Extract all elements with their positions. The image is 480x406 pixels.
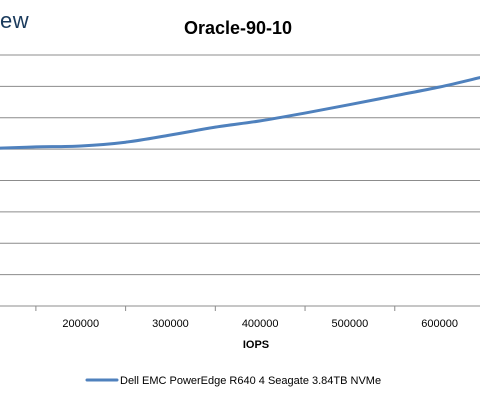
axes (0, 305, 480, 311)
x-tick-label: 300000 (152, 318, 189, 330)
x-tick-label: 400000 (242, 318, 279, 330)
x-tick-labels: 200000 300000 400000 500000 600000 (62, 318, 458, 330)
logo-fragment: ew (0, 8, 30, 33)
gridlines (0, 54, 480, 276)
x-tick-label: 200000 (62, 318, 99, 330)
legend-label: Dell EMC PowerEdge R640 4 Seagate 3.84TB… (120, 375, 381, 387)
series-line (0, 76, 480, 150)
x-axis-label: IOPS (243, 339, 269, 351)
chart-title: Oracle-90-10 (184, 18, 292, 38)
legend: Dell EMC PowerEdge R640 4 Seagate 3.84TB… (85, 375, 381, 387)
x-tick-label: 600000 (421, 318, 458, 330)
x-tick-label: 500000 (332, 318, 369, 330)
series-layer (0, 76, 480, 150)
